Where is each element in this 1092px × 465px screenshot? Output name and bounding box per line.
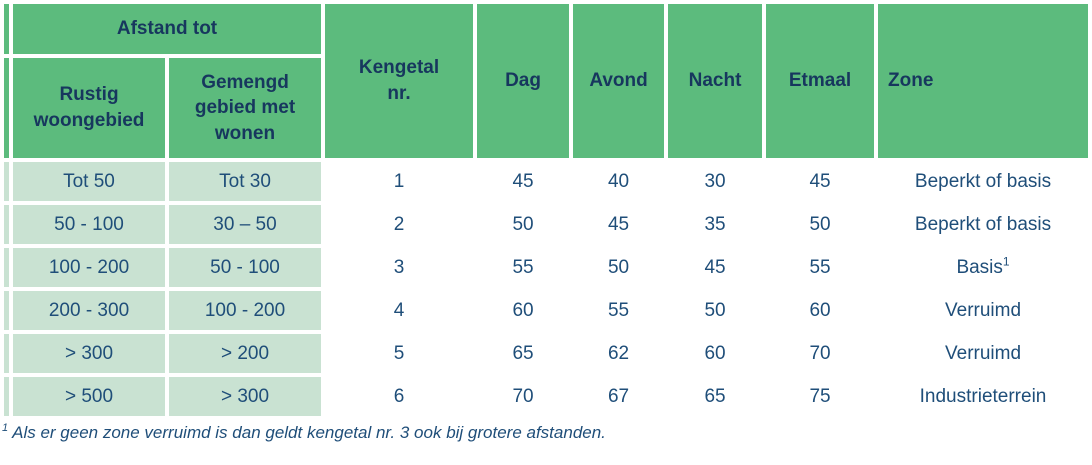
cell-gemengd: 100 - 200 [169, 291, 322, 330]
cell-etmaal: 75 [766, 377, 875, 416]
cropped-left-column-header [4, 4, 9, 54]
cell-etmaal: 45 [766, 162, 875, 201]
cell-kengetal: 5 [325, 334, 474, 373]
cell-zone: Verruimd [878, 334, 1089, 373]
zone-footnote-ref: 1 [1002, 254, 1010, 269]
cell-kengetal: 6 [325, 377, 474, 416]
header-dag: Dag [477, 4, 570, 158]
noise-zone-table: Afstand tot Kengetal nr. Dag Avond Nacht… [4, 4, 1089, 416]
cell-gemengd: 50 - 100 [169, 248, 322, 287]
header-afstand-tot: Afstand tot [13, 4, 322, 54]
header-gemengd-label: Gemengd gebied met wonen [194, 71, 296, 144]
cell-dag: 50 [477, 205, 570, 244]
cell-dag: 65 [477, 334, 570, 373]
cropped-left-column-cell [4, 334, 9, 373]
cropped-left-column-cell [4, 291, 9, 330]
cell-kengetal: 2 [325, 205, 474, 244]
cell-zone: Basis1 [878, 248, 1089, 287]
cell-dag: 60 [477, 291, 570, 330]
table-row: > 300 > 200 5 65 62 60 70 Verruimd [4, 334, 1089, 373]
cell-rustig: > 300 [13, 334, 165, 373]
table-row: Tot 50 Tot 30 1 45 40 30 45 Beperkt of basis [4, 162, 1089, 201]
cell-kengetal: 3 [325, 248, 474, 287]
cropped-left-column-subheader [4, 58, 9, 158]
header-gemengd-gebied: Gemengd gebied met wonen [169, 58, 322, 158]
header-zone: Zone [878, 4, 1089, 158]
table-row: 100 - 200 50 - 100 3 55 50 45 55 Basis1 [4, 248, 1089, 287]
cell-avond: 45 [573, 205, 665, 244]
cell-nacht: 65 [668, 377, 763, 416]
cell-kengetal: 4 [325, 291, 474, 330]
cell-nacht: 60 [668, 334, 763, 373]
footnote-text: Als er geen zone verruimd is dan geldt k… [12, 423, 606, 442]
table-row: > 500 > 300 6 70 67 65 75 Industrieterrein [4, 377, 1089, 416]
cell-etmaal: 70 [766, 334, 875, 373]
table-row: 200 - 300 100 - 200 4 60 55 50 60 Verruimd [4, 291, 1089, 330]
cell-nacht: 35 [668, 205, 763, 244]
cell-avond: 55 [573, 291, 665, 330]
cell-gemengd: > 200 [169, 334, 322, 373]
table-row: 50 - 100 30 – 50 2 50 45 35 50 Beperkt of basis [4, 205, 1089, 244]
cell-zone: Industrieterrein [878, 377, 1089, 416]
cell-avond: 50 [573, 248, 665, 287]
cell-rustig: 50 - 100 [13, 205, 165, 244]
header-avond: Avond [573, 4, 665, 158]
cell-zone: Beperkt of basis [878, 162, 1089, 201]
cropped-left-column-cell [4, 248, 9, 287]
cell-zone: Beperkt of basis [878, 205, 1089, 244]
cell-rustig: Tot 50 [13, 162, 165, 201]
cell-gemengd: Tot 30 [169, 162, 322, 201]
cell-dag: 45 [477, 162, 570, 201]
cell-dag: 70 [477, 377, 570, 416]
cell-nacht: 30 [668, 162, 763, 201]
header-rustig-woongebied: Rustig woongebied [13, 58, 165, 158]
table-body: Tot 50 Tot 30 1 45 40 30 45 Beperkt of basis 50 … [4, 162, 1089, 416]
cropped-left-column-cell [4, 162, 9, 201]
cell-avond: 67 [573, 377, 665, 416]
cell-rustig: > 500 [13, 377, 165, 416]
cell-nacht: 50 [668, 291, 763, 330]
cell-rustig: 200 - 300 [13, 291, 165, 330]
cell-etmaal: 60 [766, 291, 875, 330]
cell-gemengd: 30 – 50 [169, 205, 322, 244]
header-etmaal: Etmaal [766, 4, 875, 158]
cell-zone: Verruimd [878, 291, 1089, 330]
header-kengetal-label: Kengetal nr. [358, 57, 440, 104]
header-rustig-label: Rustig woongebied [33, 84, 145, 131]
cell-kengetal: 1 [325, 162, 474, 201]
header-nacht: Nacht [668, 4, 763, 158]
cell-nacht: 45 [668, 248, 763, 287]
footnote-marker: 1 [2, 422, 9, 435]
cropped-left-column-cell [4, 205, 9, 244]
cell-gemengd: > 300 [169, 377, 322, 416]
cell-avond: 62 [573, 334, 665, 373]
header-kengetal-nr: Kengetal nr. [325, 4, 474, 158]
cell-avond: 40 [573, 162, 665, 201]
header-row-1: Afstand tot Kengetal nr. Dag Avond Nacht… [4, 4, 1089, 158]
cell-etmaal: 55 [766, 248, 875, 287]
cell-dag: 55 [477, 248, 570, 287]
header-row-2: Rustig woongebied Gemengd gebied met won… [4, 58, 1088, 158]
footnote: 1 Als er geen zone verruimd is dan geldt … [2, 423, 1092, 443]
cell-rustig: 100 - 200 [13, 248, 165, 287]
cropped-left-column-cell [4, 377, 9, 416]
cell-etmaal: 50 [766, 205, 875, 244]
